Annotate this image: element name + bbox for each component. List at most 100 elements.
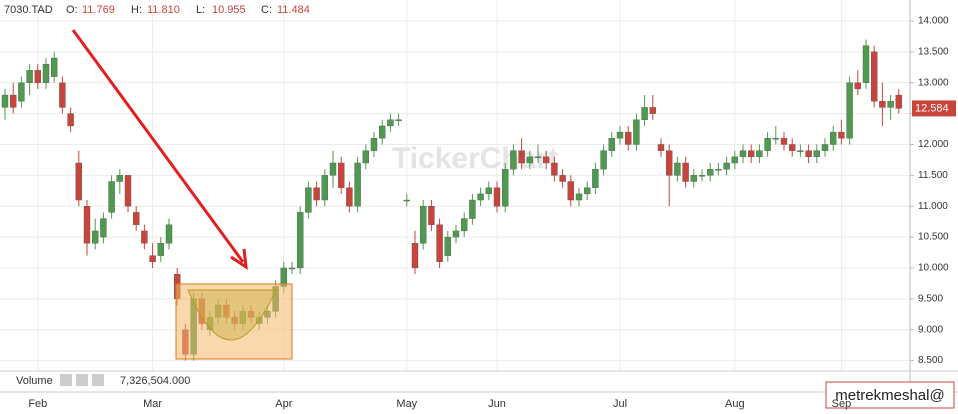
candle-body [305,187,312,213]
candle-body [698,175,706,177]
candle-body [846,82,853,139]
x-tick-label: Jun [488,398,506,410]
x-tick-label: Jul [613,398,627,410]
x-tick-label: Mar [143,398,162,410]
candle-body [830,131,837,145]
candles [1,39,902,361]
candle-body [338,162,345,188]
candle-body [1,94,9,108]
candle-body [321,175,328,201]
candle-body [387,119,394,127]
last-price: 12.584 [915,102,949,114]
volume-close[interactable] [92,374,104,386]
candle-body [132,212,140,225]
candle-body [715,168,722,171]
candle-body [723,162,730,170]
x-tick-label: May [396,398,417,410]
x-tick-label: Feb [28,398,47,410]
candle-body [575,193,583,201]
candle-body [411,243,419,269]
candle-body [526,156,533,164]
candle-body [51,57,58,77]
y-tick-label: 9.500 [918,293,943,304]
candle-body [444,236,451,256]
candle-body [739,150,747,158]
candle-body [313,187,320,201]
candle-body [821,144,829,151]
arrow-head [230,248,248,271]
candle-body [83,206,91,244]
candle-body [100,218,107,238]
ohlc-key: C: [261,4,272,16]
candle-body [288,267,296,270]
candle-body [502,168,509,207]
y-tick-label: 12.000 [918,139,949,150]
candle-body [346,187,353,207]
candle-body [362,150,369,164]
volume-icon[interactable] [60,374,72,386]
candle-body [682,162,689,182]
candle-body [690,175,697,182]
annotation: metrekmeshal@ [835,387,944,404]
candle-body [748,150,755,158]
cup-shape [187,289,277,341]
candle-body [510,150,517,170]
annotation-box [825,381,955,409]
candle-body [75,162,83,201]
candle-body [485,187,492,195]
candle-body [354,162,361,207]
candle-body [91,230,99,244]
candle-body [403,199,410,202]
candle-body [666,150,673,176]
y-tick-label: 13.500 [918,46,949,57]
candle-body [469,199,476,219]
y-tick-label: 9.000 [918,324,943,335]
y-tick-label: 10.000 [918,263,949,274]
candle-body [780,138,788,145]
candle-body [534,156,542,159]
candle-body [477,193,484,201]
candle-body [895,94,902,109]
candle-body [329,162,337,176]
candle-body [141,230,148,244]
candle-body [436,224,443,262]
candle-body [67,113,74,127]
candle-body [551,162,558,176]
volume-settings[interactable] [76,374,88,386]
candle-body [34,70,41,83]
candle-body [165,224,173,244]
candle-body [600,150,607,170]
candle-body [789,144,796,151]
x-tick-label: Apr [275,398,292,410]
candle-body [149,255,156,262]
watermark: TickerChart [392,142,558,175]
candle-body [567,181,574,201]
candle-body [59,82,66,108]
ohlc-key: H: [131,4,142,16]
candle-body [461,218,468,232]
x-tick-label: Aug [725,398,745,410]
ohlc-value: 11.810 [147,4,180,16]
candle-body [428,206,435,225]
candle-body [657,144,665,151]
y-tick-label: 11.500 [918,170,948,181]
ohlc-value: 11.484 [277,4,310,16]
candle-body [805,150,812,158]
candle-body [797,150,804,152]
y-tick-label: 8.500 [918,355,943,366]
ohlc-value: 11.769 [82,4,115,16]
candle-body [559,175,566,182]
candle-body [616,131,624,139]
candle-body [633,119,640,145]
candle-body [772,138,779,140]
y-tick-label: 11.000 [918,201,948,212]
candle-body [871,51,878,102]
volume-value: 7,326,504.000 [120,375,190,387]
candle-body [854,82,861,90]
candle-body [157,243,165,256]
candle-body [838,131,845,139]
candle-body [18,82,25,102]
last-price-tag [912,100,956,117]
